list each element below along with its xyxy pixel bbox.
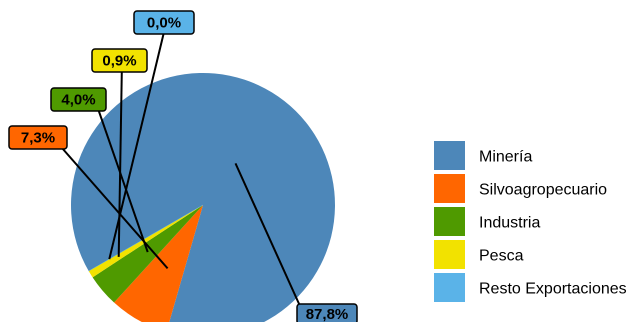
leader-line-4	[117, 59, 123, 257]
legend-swatch-3	[434, 207, 465, 236]
legend-label-3: Industria	[479, 215, 540, 232]
data-label-2: 7,3%	[21, 130, 55, 147]
legend-label-4: Pesca	[479, 248, 524, 265]
pie-slice-3	[92, 205, 203, 303]
data-label-3: 4,0%	[61, 92, 95, 109]
legend: Minería Silvoagropecuario Industria Pesca Re…	[434, 141, 627, 302]
data-label-1: 87,8%	[306, 306, 349, 322]
pie-slice-2	[114, 205, 203, 322]
data-label-box-5	[133, 10, 195, 35]
legend-label-5: Resto Exportaciones	[479, 281, 627, 298]
leader-line-5	[108, 31, 165, 260]
leader-line-2	[54, 139, 169, 270]
pie-slice-4	[88, 205, 203, 278]
data-label-box-4	[91, 48, 148, 73]
pie-slice-5	[88, 204, 204, 272]
data-label-4: 0,9%	[102, 53, 136, 70]
leader-lines	[54, 31, 301, 307]
legend-swatch-5	[434, 273, 465, 302]
legend-swatch-1	[434, 141, 465, 170]
legend-label-2: Silvoagropecuario	[479, 182, 607, 199]
data-label-box-3	[50, 87, 107, 112]
pie-slice-1	[71, 73, 335, 322]
leader-line-3	[94, 99, 149, 253]
data-label-5: 0,0%	[147, 15, 181, 32]
legend-swatch-2	[434, 174, 465, 203]
data-label-box-1	[296, 303, 358, 322]
legend-swatch-4	[434, 240, 465, 269]
data-labels: 87,8% 7,3% 4,0% 0,9% 0,0%	[8, 10, 358, 322]
legend-label-1: Minería	[479, 149, 532, 166]
pie-slices	[71, 73, 335, 322]
leader-line-1	[234, 162, 301, 307]
data-label-box-2	[8, 125, 68, 150]
